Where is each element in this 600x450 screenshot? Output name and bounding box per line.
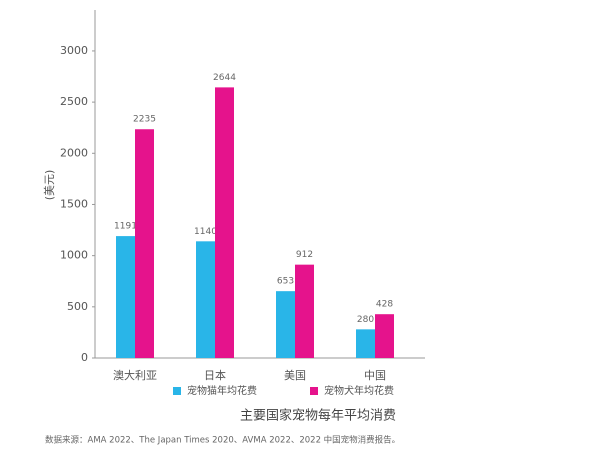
- x-tick-label: 美国: [284, 369, 306, 382]
- value-label: 428: [376, 300, 393, 310]
- y-tick-label: 3000: [60, 44, 88, 57]
- x-tick-label: 日本: [204, 368, 226, 382]
- y-tick-label: 1000: [60, 249, 88, 262]
- chart-title: 主要国家宠物每年平均消费: [240, 408, 396, 424]
- bar: [135, 129, 154, 358]
- bar: [196, 241, 215, 358]
- legend-swatch: [173, 387, 181, 395]
- y-tick-label: 500: [67, 300, 88, 313]
- legend-swatch: [310, 387, 318, 395]
- bar: [116, 236, 135, 358]
- value-label: 2644: [213, 73, 236, 83]
- y-tick-label: 0: [81, 351, 88, 364]
- source-note: 数据来源：AMA 2022、The Japan Times 2020、AVMA …: [45, 435, 400, 446]
- value-label: 653: [277, 277, 294, 287]
- bar: [215, 87, 234, 359]
- bar: [375, 314, 394, 358]
- value-label: 1140: [194, 227, 217, 237]
- bar: [295, 264, 314, 358]
- x-tick-label: 中国: [364, 369, 386, 382]
- y-tick-label: 2500: [60, 95, 88, 108]
- y-tick-label: 1500: [60, 197, 88, 210]
- x-tick-label: 澳大利亚: [113, 368, 157, 382]
- value-label: 2235: [133, 115, 156, 125]
- bar: [356, 329, 375, 358]
- bar: [276, 291, 295, 358]
- legend-label: 宠物犬年均花费: [324, 384, 394, 397]
- value-label: 912: [296, 250, 313, 260]
- value-label: 280: [357, 315, 374, 325]
- value-label: 1191: [114, 222, 137, 232]
- y-tick-label: 2000: [60, 146, 88, 159]
- legend-label: 宠物猫年均花费: [187, 384, 257, 397]
- y-axis-label: (美元): [43, 170, 56, 201]
